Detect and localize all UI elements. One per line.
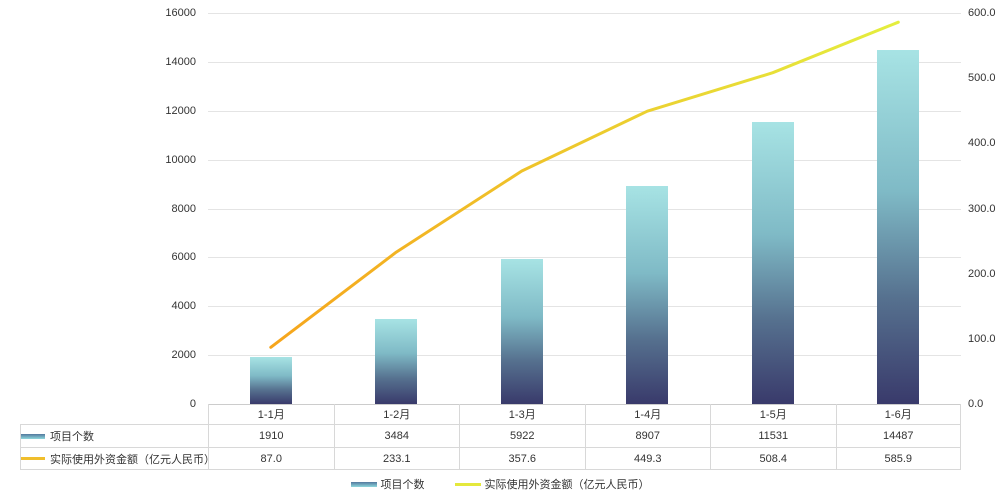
bar-1-5月 [751, 122, 794, 404]
gridline [208, 257, 961, 259]
right-axis-tick-label: 500.0 [968, 72, 996, 85]
table-cell: 11531 [710, 425, 836, 447]
x-axis-labels: 1-1月 1-2月 1-3月 1-4月 1-5月 1-6月 [208, 404, 961, 424]
table-cell: 1910 [208, 425, 334, 447]
left-axis-tick-label: 14000 [165, 55, 196, 68]
right-axis-tick-label: 400.0 [968, 137, 996, 150]
right-axis-tick-label: 200.0 [968, 267, 996, 280]
left-axis-tick-label: 0 [189, 398, 196, 410]
legend-item-projects[interactable]: 项目个数 [350, 476, 425, 492]
table-cell: 5922 [459, 425, 585, 447]
bar-1-1月 [249, 357, 292, 404]
table-row-foreign-capital-label: 实际使用外资金额（亿元人民币） [20, 448, 208, 469]
left-axis-tick-label: 4000 [171, 300, 196, 313]
right-axis-tick-label: 600.0 [968, 7, 996, 19]
table-cell: 357.6 [459, 448, 585, 469]
right-axis-tick-label: 300.0 [968, 202, 996, 215]
x-axis-label: 1-4月 [584, 404, 711, 424]
table-cell: 87.0 [208, 448, 334, 469]
x-axis-label: 1-2月 [333, 404, 460, 424]
bar-series-marker-icon [21, 433, 45, 439]
left-axis-tick-label: 16000 [165, 7, 196, 19]
table-row-label-text: 项目个数 [50, 431, 94, 443]
table-cell: 233.1 [333, 448, 460, 469]
legend-item-foreign-capital[interactable]: 实际使用外资金额（亿元人民币） [454, 476, 650, 492]
gridline [208, 208, 961, 210]
table-row-projects: 项目个数 1910 3484 5922 8907 11531 14487 [20, 424, 961, 447]
bar-1-3月 [500, 259, 543, 404]
table-cell: 508.4 [710, 448, 836, 469]
x-axis-label: 1-3月 [459, 404, 585, 424]
bar-1-2月 [375, 318, 418, 404]
legend-label: 实际使用外资金额（亿元人民币） [484, 479, 650, 491]
gridline [208, 13, 961, 14]
table-cell: 14487 [835, 425, 961, 447]
table-cell: 3484 [333, 425, 460, 447]
chart-legend: 项目个数 实际使用外资金额（亿元人民币） [0, 474, 1000, 494]
plot-area [208, 13, 961, 405]
x-axis-label: 1-1月 [208, 404, 334, 424]
left-axis-tick-label: 10000 [165, 153, 196, 166]
legend-label: 项目个数 [380, 479, 425, 491]
table-row-foreign-capital: 实际使用外资金额（亿元人民币） 87.0 233.1 357.6 449.3 508.4… [20, 447, 961, 470]
gridline [208, 355, 961, 357]
table-row-projects-label: 项目个数 [20, 425, 208, 447]
right-axis-tick-label: 100.0 [968, 332, 996, 345]
x-axis-label: 1-6月 [835, 404, 961, 424]
left-axis-tick-label: 12000 [165, 104, 196, 117]
gridline [208, 110, 961, 112]
table-cell: 8907 [584, 425, 711, 447]
line-path [269, 20, 900, 349]
bar-1-6月 [877, 49, 920, 404]
table-cell: 449.3 [584, 448, 711, 469]
table-row-label-text: 实际使用外资金额（亿元人民币） [50, 453, 208, 466]
bar-1-4月 [626, 186, 669, 404]
left-axis-tick-label: 8000 [171, 202, 196, 215]
gridline [208, 159, 961, 161]
gridline [208, 61, 961, 63]
table-cell: 585.9 [835, 448, 961, 469]
line-series [269, 20, 900, 349]
left-axis-tick-label: 2000 [171, 349, 196, 362]
left-axis-tick-label: 6000 [171, 251, 196, 264]
gridline [208, 306, 961, 308]
bar-legend-marker-icon [350, 481, 377, 487]
line-legend-marker-icon [454, 482, 481, 486]
x-axis-label: 1-5月 [710, 404, 836, 424]
right-axis-tick-label: 0.0 [968, 398, 984, 410]
line-series-marker-icon [21, 457, 45, 460]
